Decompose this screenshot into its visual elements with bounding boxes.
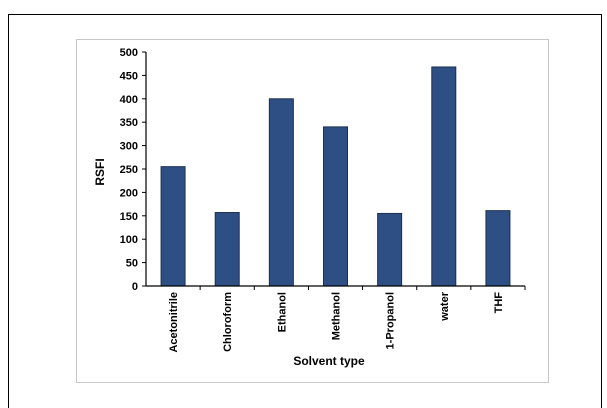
x-tick-label: Methanol <box>331 292 343 340</box>
y-tick-label: 150 <box>120 211 138 223</box>
plot-frame <box>76 39 549 383</box>
chart-figure: 0 50 100 150 200 250 300 350 400 450 500 Acetonitr… <box>8 14 602 408</box>
x-axis-ticks: Acetonitrile Chloroform Ethanol Methanol 1-P… <box>168 286 526 353</box>
outer-frame <box>8 14 602 408</box>
bar-chart: 0 50 100 150 200 250 300 350 400 450 500 Acetonitr… <box>93 47 526 368</box>
y-tick-label: 50 <box>126 258 138 270</box>
y-tick-label: 100 <box>120 234 138 246</box>
y-tick-label: 450 <box>120 70 138 82</box>
x-tick-label: THF <box>493 292 505 314</box>
bar-ethanol <box>268 98 294 287</box>
y-axis-title: RSFI <box>93 158 107 185</box>
y-tick-label: 300 <box>120 141 138 153</box>
y-tick-label: 250 <box>120 164 138 176</box>
y-tick-label: 400 <box>120 94 138 106</box>
bar-chloroform <box>214 212 240 287</box>
x-tick-label: Ethanol <box>276 292 288 332</box>
x-tick-label: Acetonitrile <box>168 292 180 353</box>
y-axis-ticks: 0 50 100 150 200 250 300 350 400 450 500 <box>120 47 146 293</box>
y-tick-label: 350 <box>120 117 138 129</box>
bar-methanol <box>323 126 348 287</box>
x-axis-title: Solvent type <box>293 354 365 368</box>
x-tick-label: water <box>439 291 451 321</box>
bars <box>160 66 511 287</box>
bar-water <box>431 66 457 287</box>
y-tick-label: 200 <box>120 187 138 199</box>
y-tick-label: 500 <box>120 47 138 59</box>
x-tick-label: 1-Propanol <box>385 292 397 349</box>
bar-acetonitrile <box>160 166 186 287</box>
y-tick-label: 0 <box>132 281 138 293</box>
x-tick-label: Chloroform <box>222 292 234 352</box>
bar-thf <box>485 210 511 287</box>
bar-1-propanol <box>377 212 403 287</box>
